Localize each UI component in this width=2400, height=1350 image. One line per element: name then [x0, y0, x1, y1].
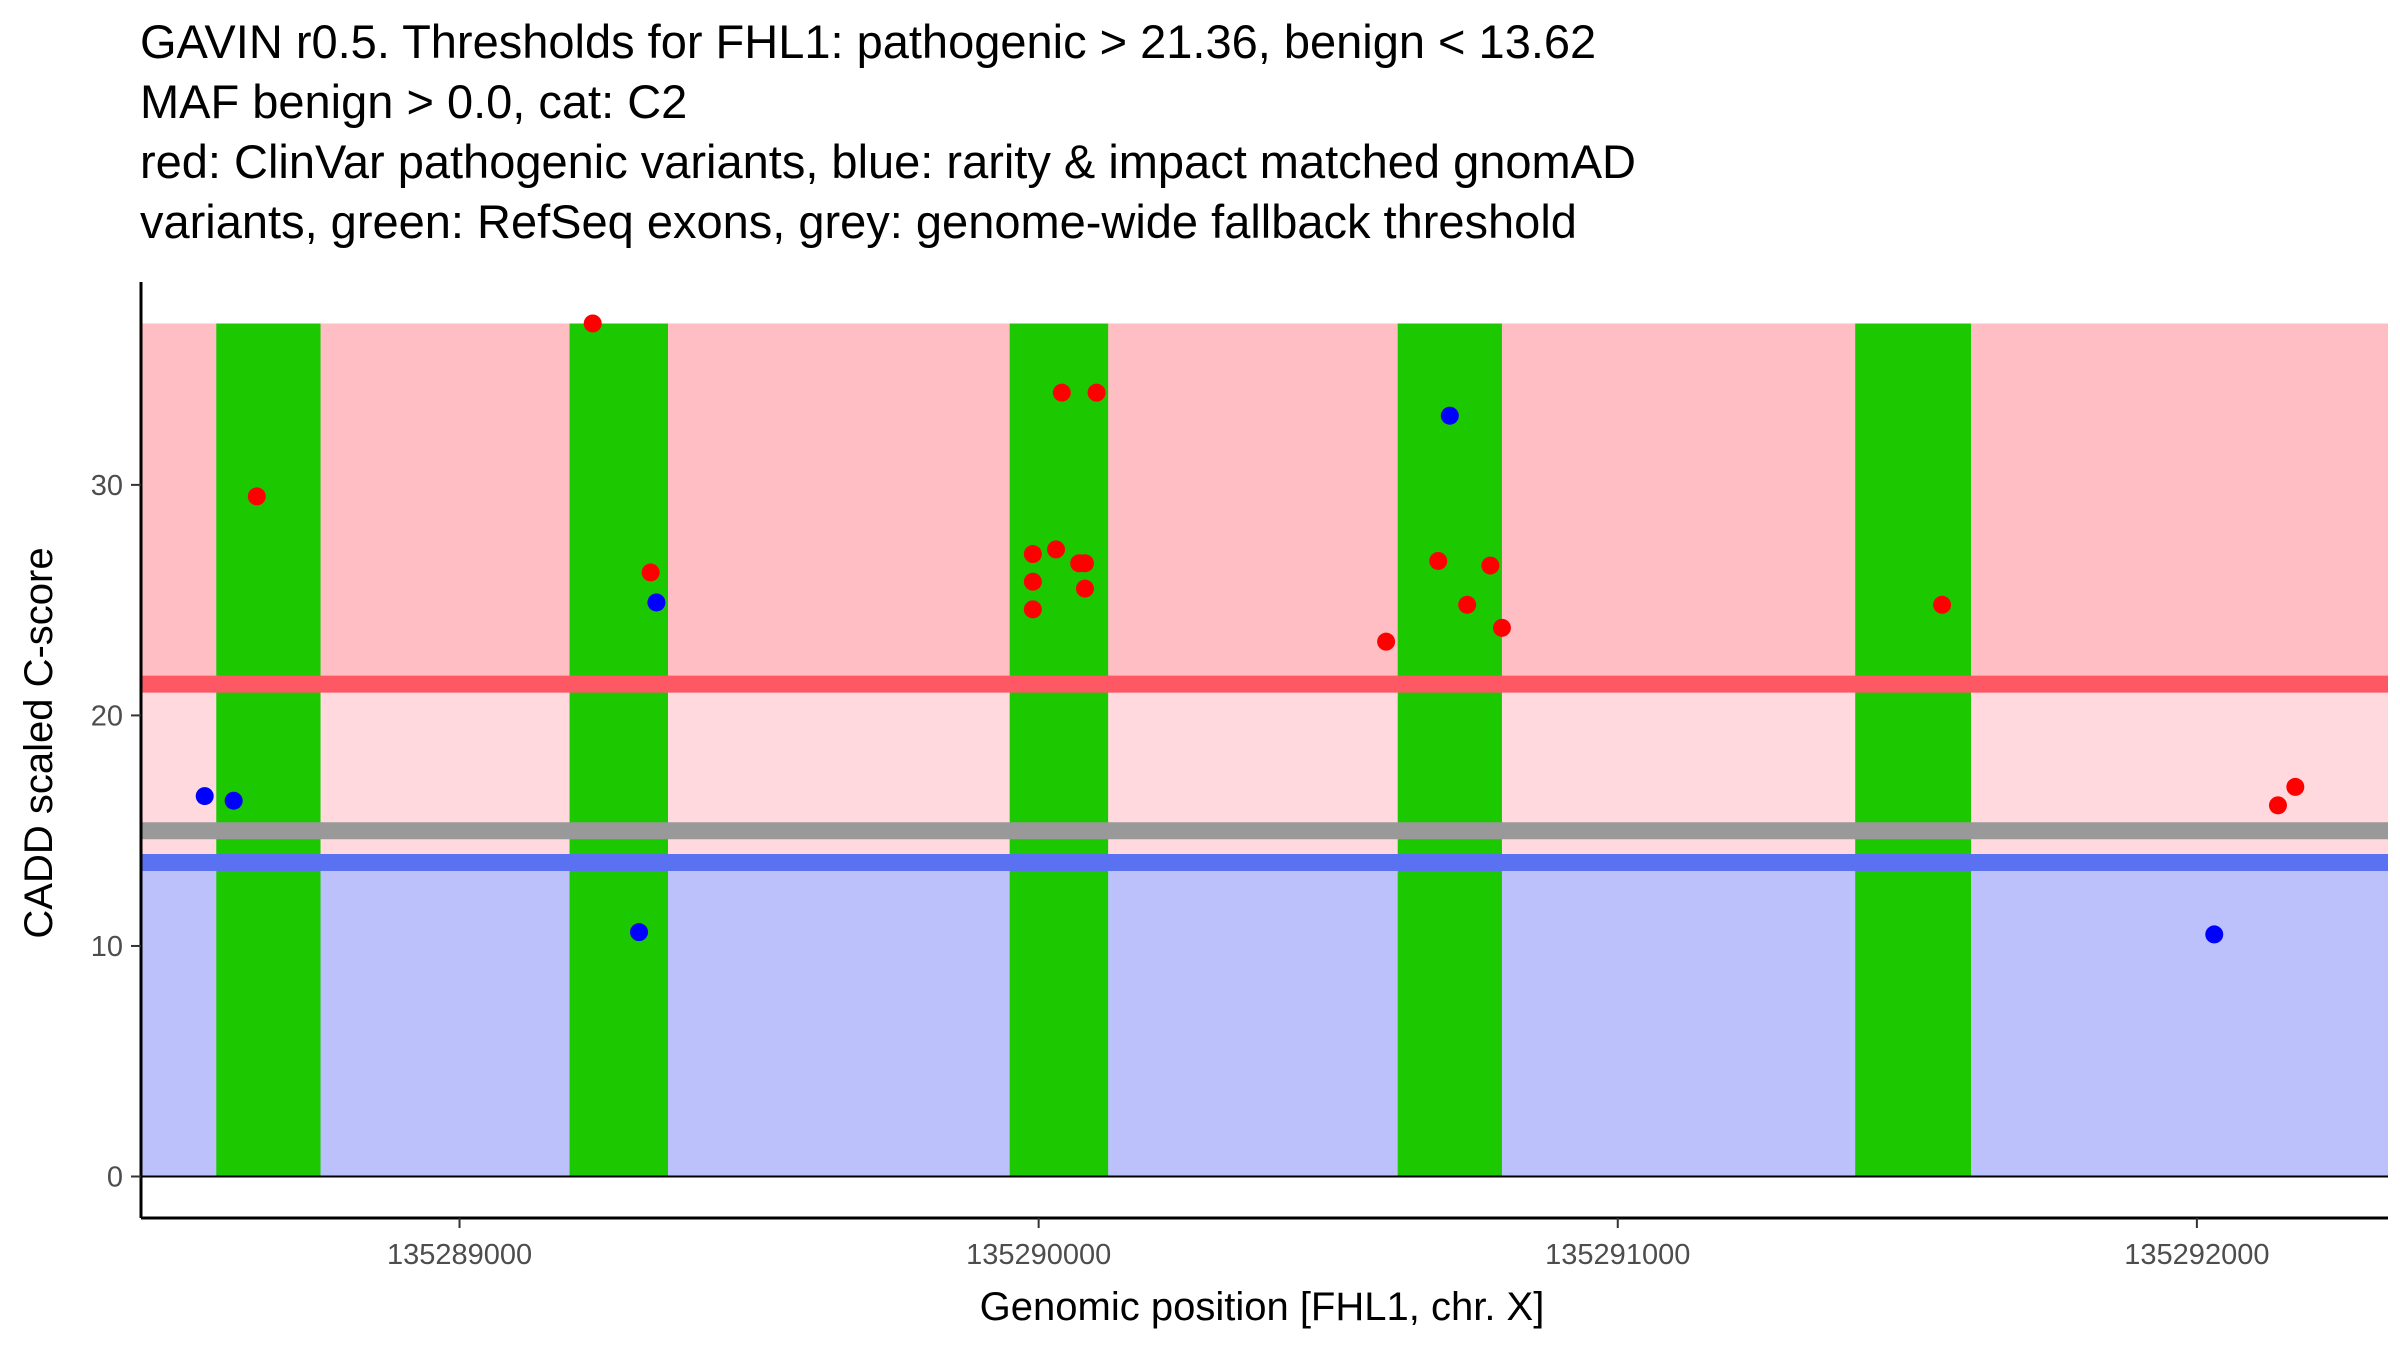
background-layer — [141, 323, 2388, 1177]
y-tick-label-0: 0 — [107, 1162, 123, 1194]
y-axis-title: CADD scaled C-score — [17, 547, 61, 938]
clinvar-point-5 — [1047, 540, 1066, 559]
axis-layer: 0 10 20 30 135289000 135290000 135291000 135292… — [91, 282, 2388, 1271]
threshold-layer — [141, 675, 2388, 1178]
x-tick-label-1: 135290000 — [966, 1239, 1111, 1271]
exon-2 — [569, 323, 669, 1177]
clinvar-point-13 — [1377, 632, 1396, 651]
y-tick-label-20: 20 — [91, 700, 123, 732]
point-layer — [195, 314, 2305, 944]
x-tick-label-0: 135289000 — [387, 1239, 532, 1271]
gnomad-point-5 — [1440, 406, 1459, 425]
title-line-2: MAF benign > 0.0, cat: C2 — [140, 75, 688, 128]
clinvar-point-9 — [1075, 579, 1094, 598]
clinvar-point-8 — [1023, 572, 1042, 591]
clinvar-point-7 — [1075, 554, 1094, 573]
clinvar-point-11 — [1052, 383, 1071, 402]
clinvar-point-18 — [1933, 595, 1952, 614]
benign-region — [141, 862, 2388, 1177]
title-line-3: red: ClinVar pathogenic variants, blue: … — [140, 135, 1636, 188]
clinvar-point-3 — [641, 563, 660, 582]
exon-layer — [216, 323, 1972, 1177]
clinvar-point-10 — [1023, 600, 1042, 619]
clinvar-point-2 — [583, 314, 602, 333]
clinvar-point-14 — [1429, 551, 1448, 570]
pathogenic-region — [141, 323, 2388, 685]
x-axis-title: Genomic position [FHL1, chr. X] — [980, 1285, 1545, 1329]
y-tick-label-10: 10 — [91, 931, 123, 963]
title-line-4: variants, green: RefSeq exons, grey: gen… — [140, 195, 1577, 248]
chart-title: GAVIN r0.5. Thresholds for FHL1: pathoge… — [140, 12, 1636, 252]
clinvar-point-12 — [1087, 383, 1106, 402]
y-tick-label-30: 30 — [91, 470, 123, 502]
clinvar-point-19 — [2268, 796, 2287, 815]
clinvar-point-16 — [1481, 556, 1500, 575]
exon-4 — [1397, 323, 1502, 1177]
clinvar-point-4 — [1023, 545, 1042, 564]
gnomad-point-2 — [224, 791, 243, 810]
clinvar-point-20 — [2286, 777, 2305, 796]
clinvar-point-1 — [247, 487, 266, 506]
x-tick-label-2: 135291000 — [1545, 1239, 1690, 1271]
exon-1 — [216, 323, 321, 1177]
clinvar-point-17 — [1492, 618, 1511, 637]
title-line-1: GAVIN r0.5. Thresholds for FHL1: pathoge… — [140, 15, 1597, 68]
clinvar-point-15 — [1458, 595, 1477, 614]
gnomad-point-6 — [2205, 925, 2224, 944]
gnomad-point-3 — [647, 593, 666, 612]
gnomad-point-1 — [195, 787, 214, 806]
exon-3 — [1009, 323, 1109, 1177]
x-tick-label-3: 135292000 — [2124, 1239, 2269, 1271]
exon-5 — [1855, 323, 1972, 1177]
gnomad-point-4 — [630, 923, 649, 942]
